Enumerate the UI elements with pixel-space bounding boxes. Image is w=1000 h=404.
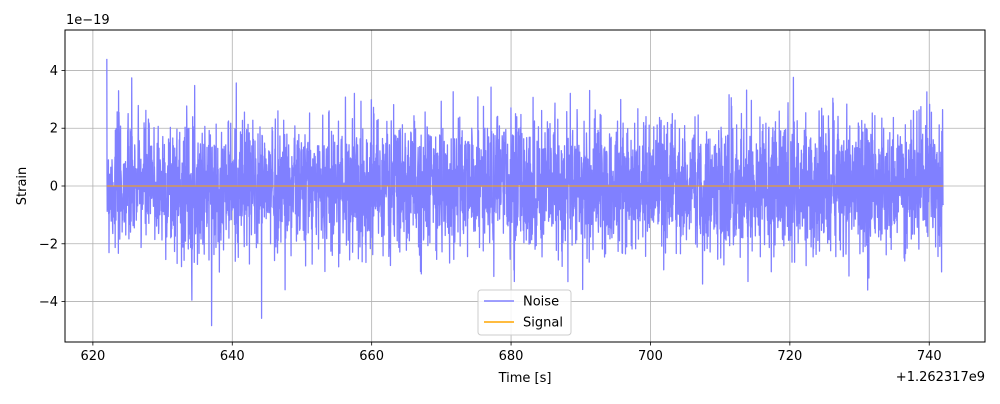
x-tick-label: 720 bbox=[777, 349, 802, 364]
y-axis-ticks: −4 −2 0 2 4 bbox=[39, 64, 65, 310]
y-axis-scale-label: 1e−19 bbox=[66, 13, 110, 28]
legend-noise-label: Noise bbox=[523, 295, 559, 310]
y-axis-label: Strain bbox=[15, 167, 30, 206]
legend: Noise Signal bbox=[477, 289, 572, 336]
plot-area bbox=[106, 58, 944, 327]
y-tick-label: −2 bbox=[39, 237, 58, 252]
x-axis-label: Time [s] bbox=[498, 371, 552, 386]
y-tick-label: −4 bbox=[39, 295, 58, 310]
x-tick-label: 680 bbox=[499, 349, 524, 364]
x-tick-label: 660 bbox=[359, 349, 384, 364]
x-tick-label: 620 bbox=[80, 349, 105, 364]
x-tick-label: 740 bbox=[917, 349, 942, 364]
x-axis-ticks: 620 640 660 680 700 720 740 bbox=[80, 342, 942, 364]
y-tick-label: 0 bbox=[50, 180, 58, 195]
x-axis-offset-label: +1.262317e9 bbox=[896, 370, 985, 385]
y-tick-label: 4 bbox=[50, 64, 58, 79]
x-tick-label: 700 bbox=[638, 349, 663, 364]
legend-signal-label: Signal bbox=[523, 316, 563, 331]
y-tick-label: 2 bbox=[50, 122, 58, 137]
x-tick-label: 640 bbox=[220, 349, 245, 364]
